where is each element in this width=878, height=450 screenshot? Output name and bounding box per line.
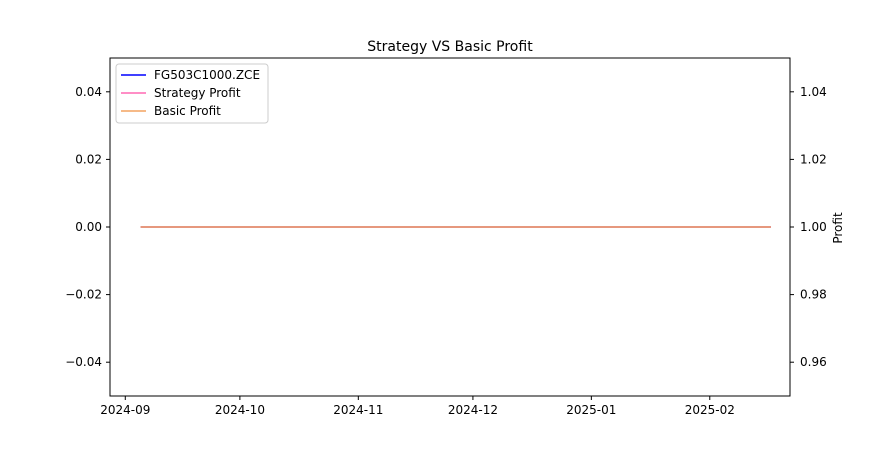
right-y-tick-label-1: 1.02	[800, 152, 827, 166]
x-tick-label-2: 2024-11	[333, 403, 383, 417]
chart-title: Strategy VS Basic Profit	[367, 39, 533, 55]
legend-box	[115, 63, 269, 124]
left-y-tick-label-1: 0.02	[75, 152, 102, 166]
x-axis: 2024-09 2024-10 2024-11 2024-12 2025-01 2025-…	[100, 396, 735, 417]
legend-label-2: Basic Profit	[154, 104, 221, 118]
left-y-tick-label-4: −0.04	[65, 355, 102, 369]
x-tick-label-1: 2024-10	[215, 403, 265, 417]
legend-label-0: FG503C1000.ZCE	[154, 68, 260, 82]
right-y-axis: 1.04 1.02 1.00 0.98 0.96	[790, 85, 827, 369]
left-y-axis: 0.04 0.02 0.00 −0.02 −0.04	[65, 85, 110, 369]
right-y-tick-label-3: 0.98	[800, 288, 827, 302]
x-tick-label-0: 2024-09	[100, 403, 150, 417]
legend-label-1: Strategy Profit	[154, 86, 241, 100]
left-y-tick-label-3: −0.02	[65, 288, 102, 302]
x-tick-label-4: 2025-01	[566, 403, 616, 417]
x-tick-label-5: 2025-02	[685, 403, 735, 417]
right-y-tick-label-4: 0.96	[800, 355, 827, 369]
left-y-tick-label-0: 0.04	[75, 85, 102, 99]
right-y-tick-label-0: 1.04	[800, 85, 827, 99]
legend: FG503C1000.ZCE Strategy Profit Basic Profi…	[115, 63, 269, 124]
right-y-tick-label-2: 1.00	[800, 220, 827, 234]
left-y-tick-label-2: 0.00	[75, 220, 102, 234]
right-y-axis-label: Profit	[831, 212, 845, 244]
x-tick-label-3: 2024-12	[448, 403, 498, 417]
